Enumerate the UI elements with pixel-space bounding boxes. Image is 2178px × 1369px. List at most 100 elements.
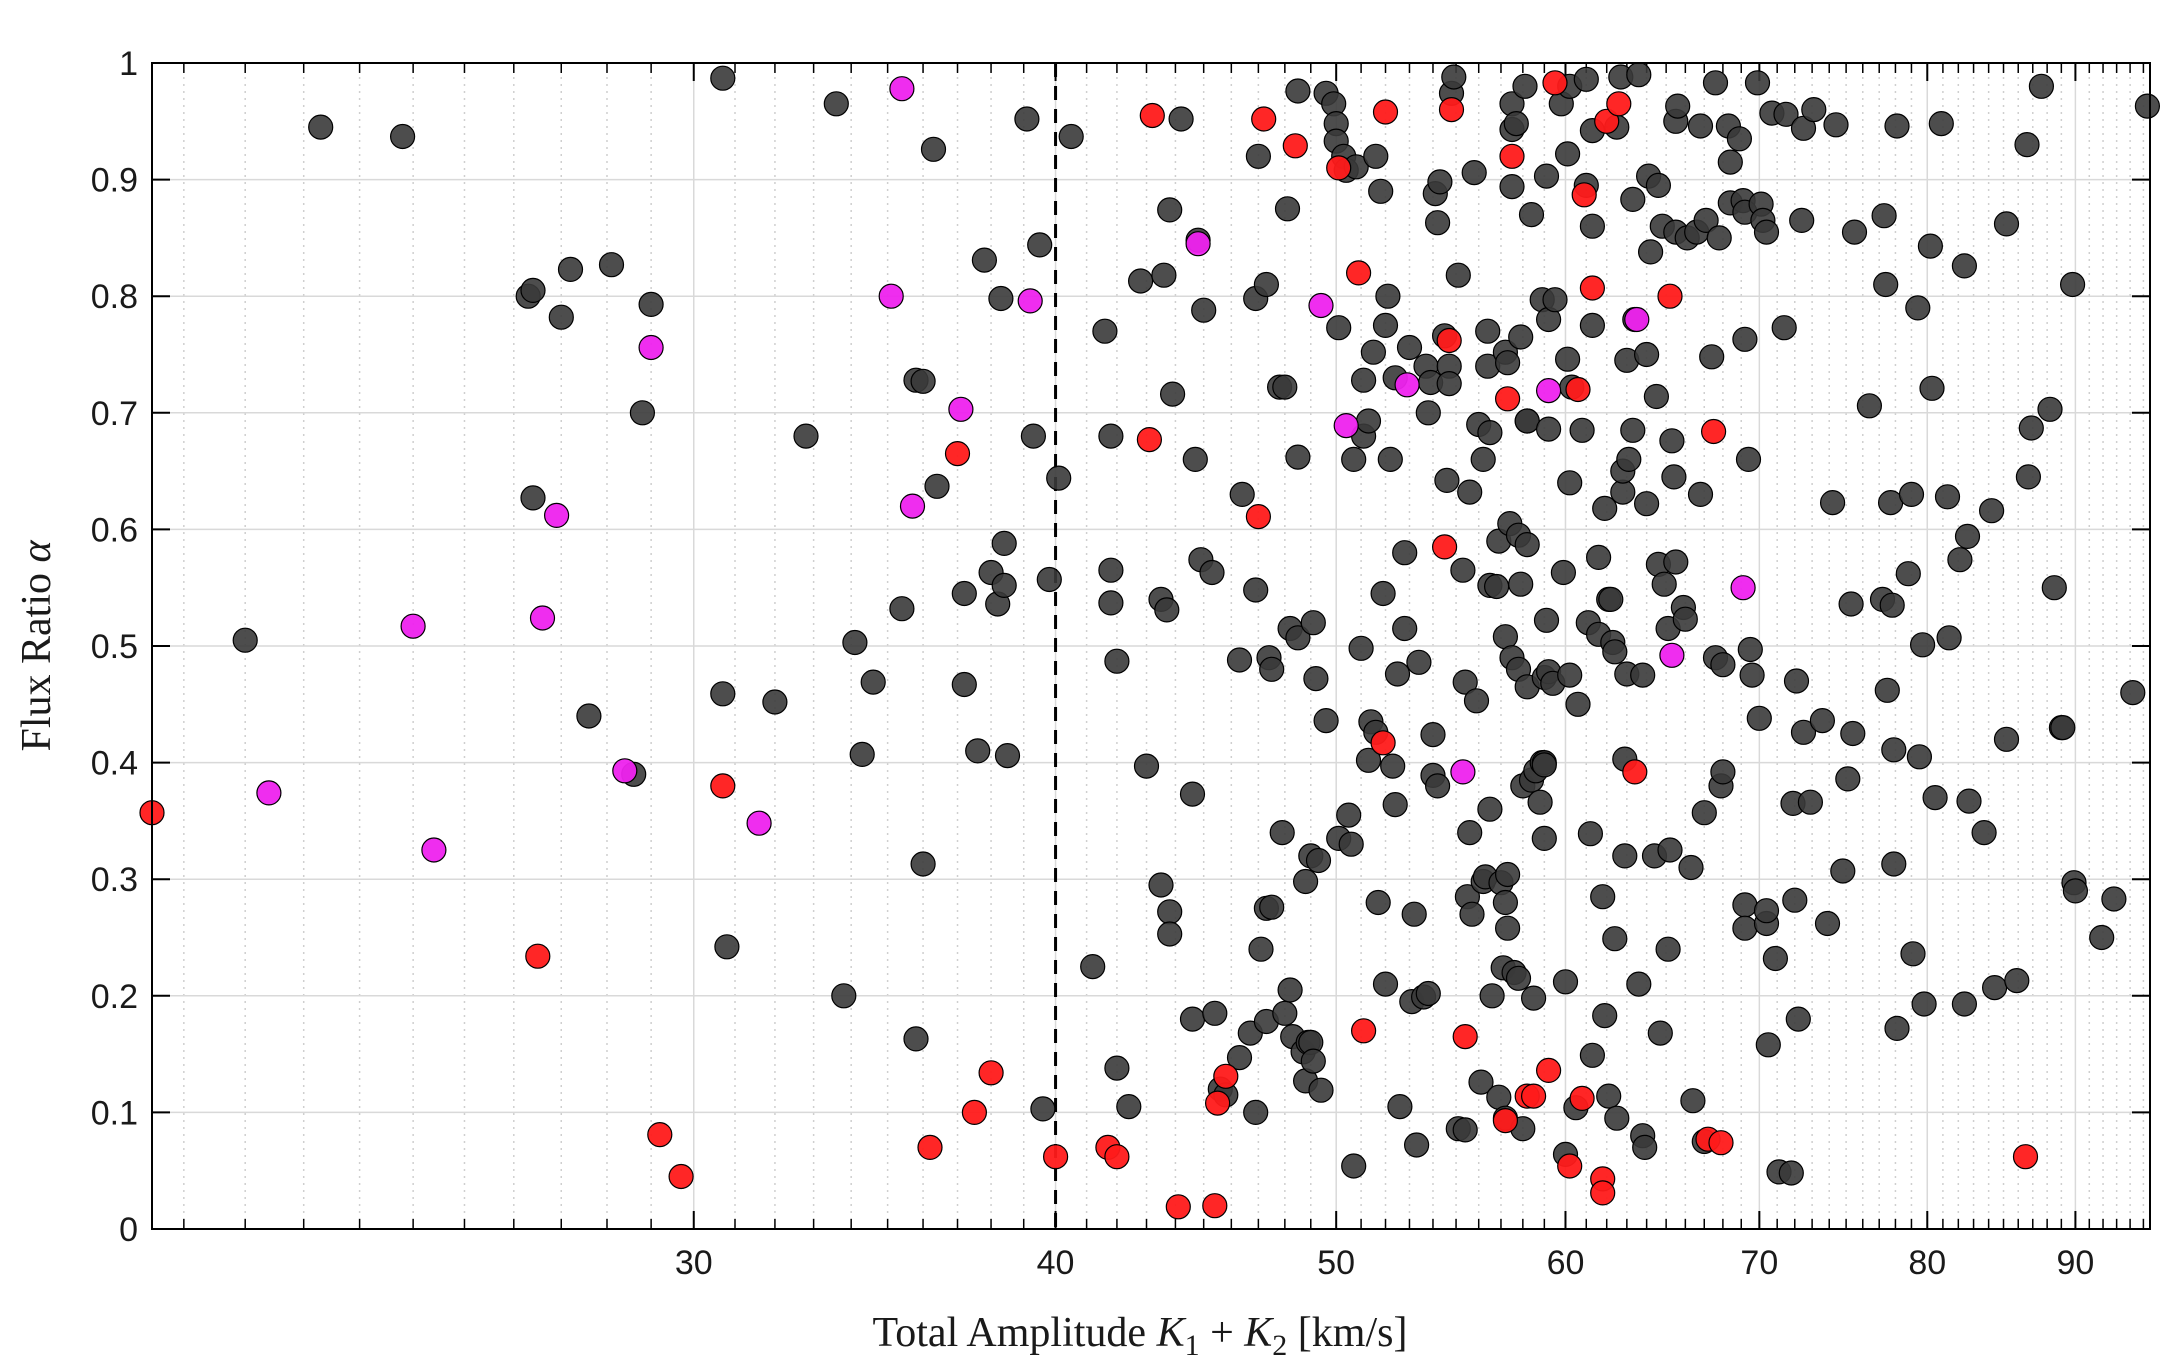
y-tick-label: 0.2 <box>91 978 138 1016</box>
point-gray <box>1157 921 1183 947</box>
point-gray <box>1557 470 1583 496</box>
point-gray <box>2134 93 2160 119</box>
point-gray <box>1300 610 1326 636</box>
point-gray <box>1637 239 1664 265</box>
point-gray <box>1809 707 1836 734</box>
point-gray <box>1687 481 1714 507</box>
point-gray <box>1900 941 1926 967</box>
point-gray <box>1554 141 1581 167</box>
point-gray <box>1424 773 1451 799</box>
scatter-points <box>139 62 2160 1220</box>
point-gray <box>520 277 546 303</box>
point-gray <box>1434 467 1460 493</box>
point-gray <box>1706 225 1732 251</box>
point-gray <box>1993 726 2020 752</box>
point-gray <box>1179 781 1206 807</box>
point-gray <box>1657 837 1683 863</box>
point-gray <box>1508 571 1534 597</box>
point-gray <box>1202 1000 1228 1026</box>
point-gray <box>1922 784 1948 811</box>
y-tick-label: 0.9 <box>91 162 138 200</box>
point-red <box>1202 1193 1228 1219</box>
point-gray <box>1030 1096 1056 1122</box>
point-gray <box>1762 945 1789 972</box>
point-magenta <box>1017 288 1043 314</box>
point-gray <box>1503 110 1529 137</box>
point-gray <box>1459 901 1485 927</box>
point-gray <box>1585 544 1612 571</box>
point-gray <box>1626 971 1652 997</box>
point-gray <box>1514 531 1540 558</box>
point-gray <box>1909 632 1936 658</box>
point-red <box>1557 1153 1583 1179</box>
point-red <box>1326 155 1352 181</box>
point-red <box>1571 182 1597 208</box>
point-gray <box>1620 186 1646 212</box>
point-gray <box>1341 1153 1367 1179</box>
x-tick-label: 30 <box>675 1244 713 1282</box>
point-gray <box>1661 464 1687 490</box>
point-gray <box>520 485 546 511</box>
point-gray <box>1841 219 1868 245</box>
point-gray <box>1643 383 1670 410</box>
point-red <box>1569 1085 1595 1112</box>
point-gray <box>1533 607 1560 633</box>
point-magenta <box>899 493 926 519</box>
y-tick-label: 0.1 <box>91 1094 138 1132</box>
point-gray <box>1372 971 1399 997</box>
point-gray <box>1191 297 1217 323</box>
point-gray <box>1396 334 1423 361</box>
point-gray <box>557 256 584 282</box>
point-gray <box>2004 967 2030 994</box>
point-gray <box>1693 207 1719 233</box>
point-gray <box>1612 843 1638 869</box>
point-gray <box>1797 789 1824 815</box>
point-gray <box>1452 1117 1478 1143</box>
point-gray <box>1917 233 1944 259</box>
point-gray <box>1645 172 1672 198</box>
point-red <box>961 1099 988 1126</box>
point-gray <box>1508 324 1534 350</box>
point-gray <box>1355 747 1382 773</box>
point-gray <box>1881 851 1907 877</box>
point-magenta <box>529 605 556 631</box>
point-gray <box>1363 143 1389 169</box>
point-gray <box>1773 101 1799 127</box>
point-gray <box>1116 1093 1142 1120</box>
point-gray <box>1746 705 1772 731</box>
point-gray <box>1494 861 1521 888</box>
point-gray <box>1785 1006 1811 1032</box>
point-red <box>1579 275 1606 301</box>
point-gray <box>1457 819 1483 846</box>
point-gray <box>1565 691 1591 717</box>
point-gray <box>1874 677 1900 703</box>
point-gray <box>1873 271 1899 298</box>
series-gray <box>232 62 2160 1186</box>
point-gray <box>1659 428 1685 454</box>
point-magenta <box>638 334 664 361</box>
point-magenta <box>1450 759 1476 785</box>
point-gray <box>1557 662 1583 688</box>
y-axis-label-text: Flux Ratio <box>14 563 60 752</box>
point-gray <box>1157 899 1183 925</box>
point-gray <box>1492 624 1519 650</box>
point-gray <box>710 681 736 707</box>
point-gray <box>1884 113 1910 139</box>
point-red <box>1594 108 1620 134</box>
point-gray <box>1514 408 1540 434</box>
point-gray <box>1092 318 1118 344</box>
point-gray <box>994 742 1021 769</box>
point-gray <box>1382 791 1408 818</box>
point-gray <box>1365 889 1391 916</box>
point-gray <box>1285 625 1311 651</box>
point-red <box>647 1121 673 1148</box>
x-axis-label-text: Total Amplitude <box>873 1310 1157 1356</box>
point-gray <box>988 285 1014 312</box>
point-red <box>1350 1018 1377 1044</box>
point-red <box>1165 1194 1191 1220</box>
point-gray <box>1020 423 1047 449</box>
x-tick-label: 70 <box>1740 1244 1778 1282</box>
point-gray <box>1098 557 1124 583</box>
point-gray <box>1014 106 1040 132</box>
point-gray <box>1245 143 1272 169</box>
